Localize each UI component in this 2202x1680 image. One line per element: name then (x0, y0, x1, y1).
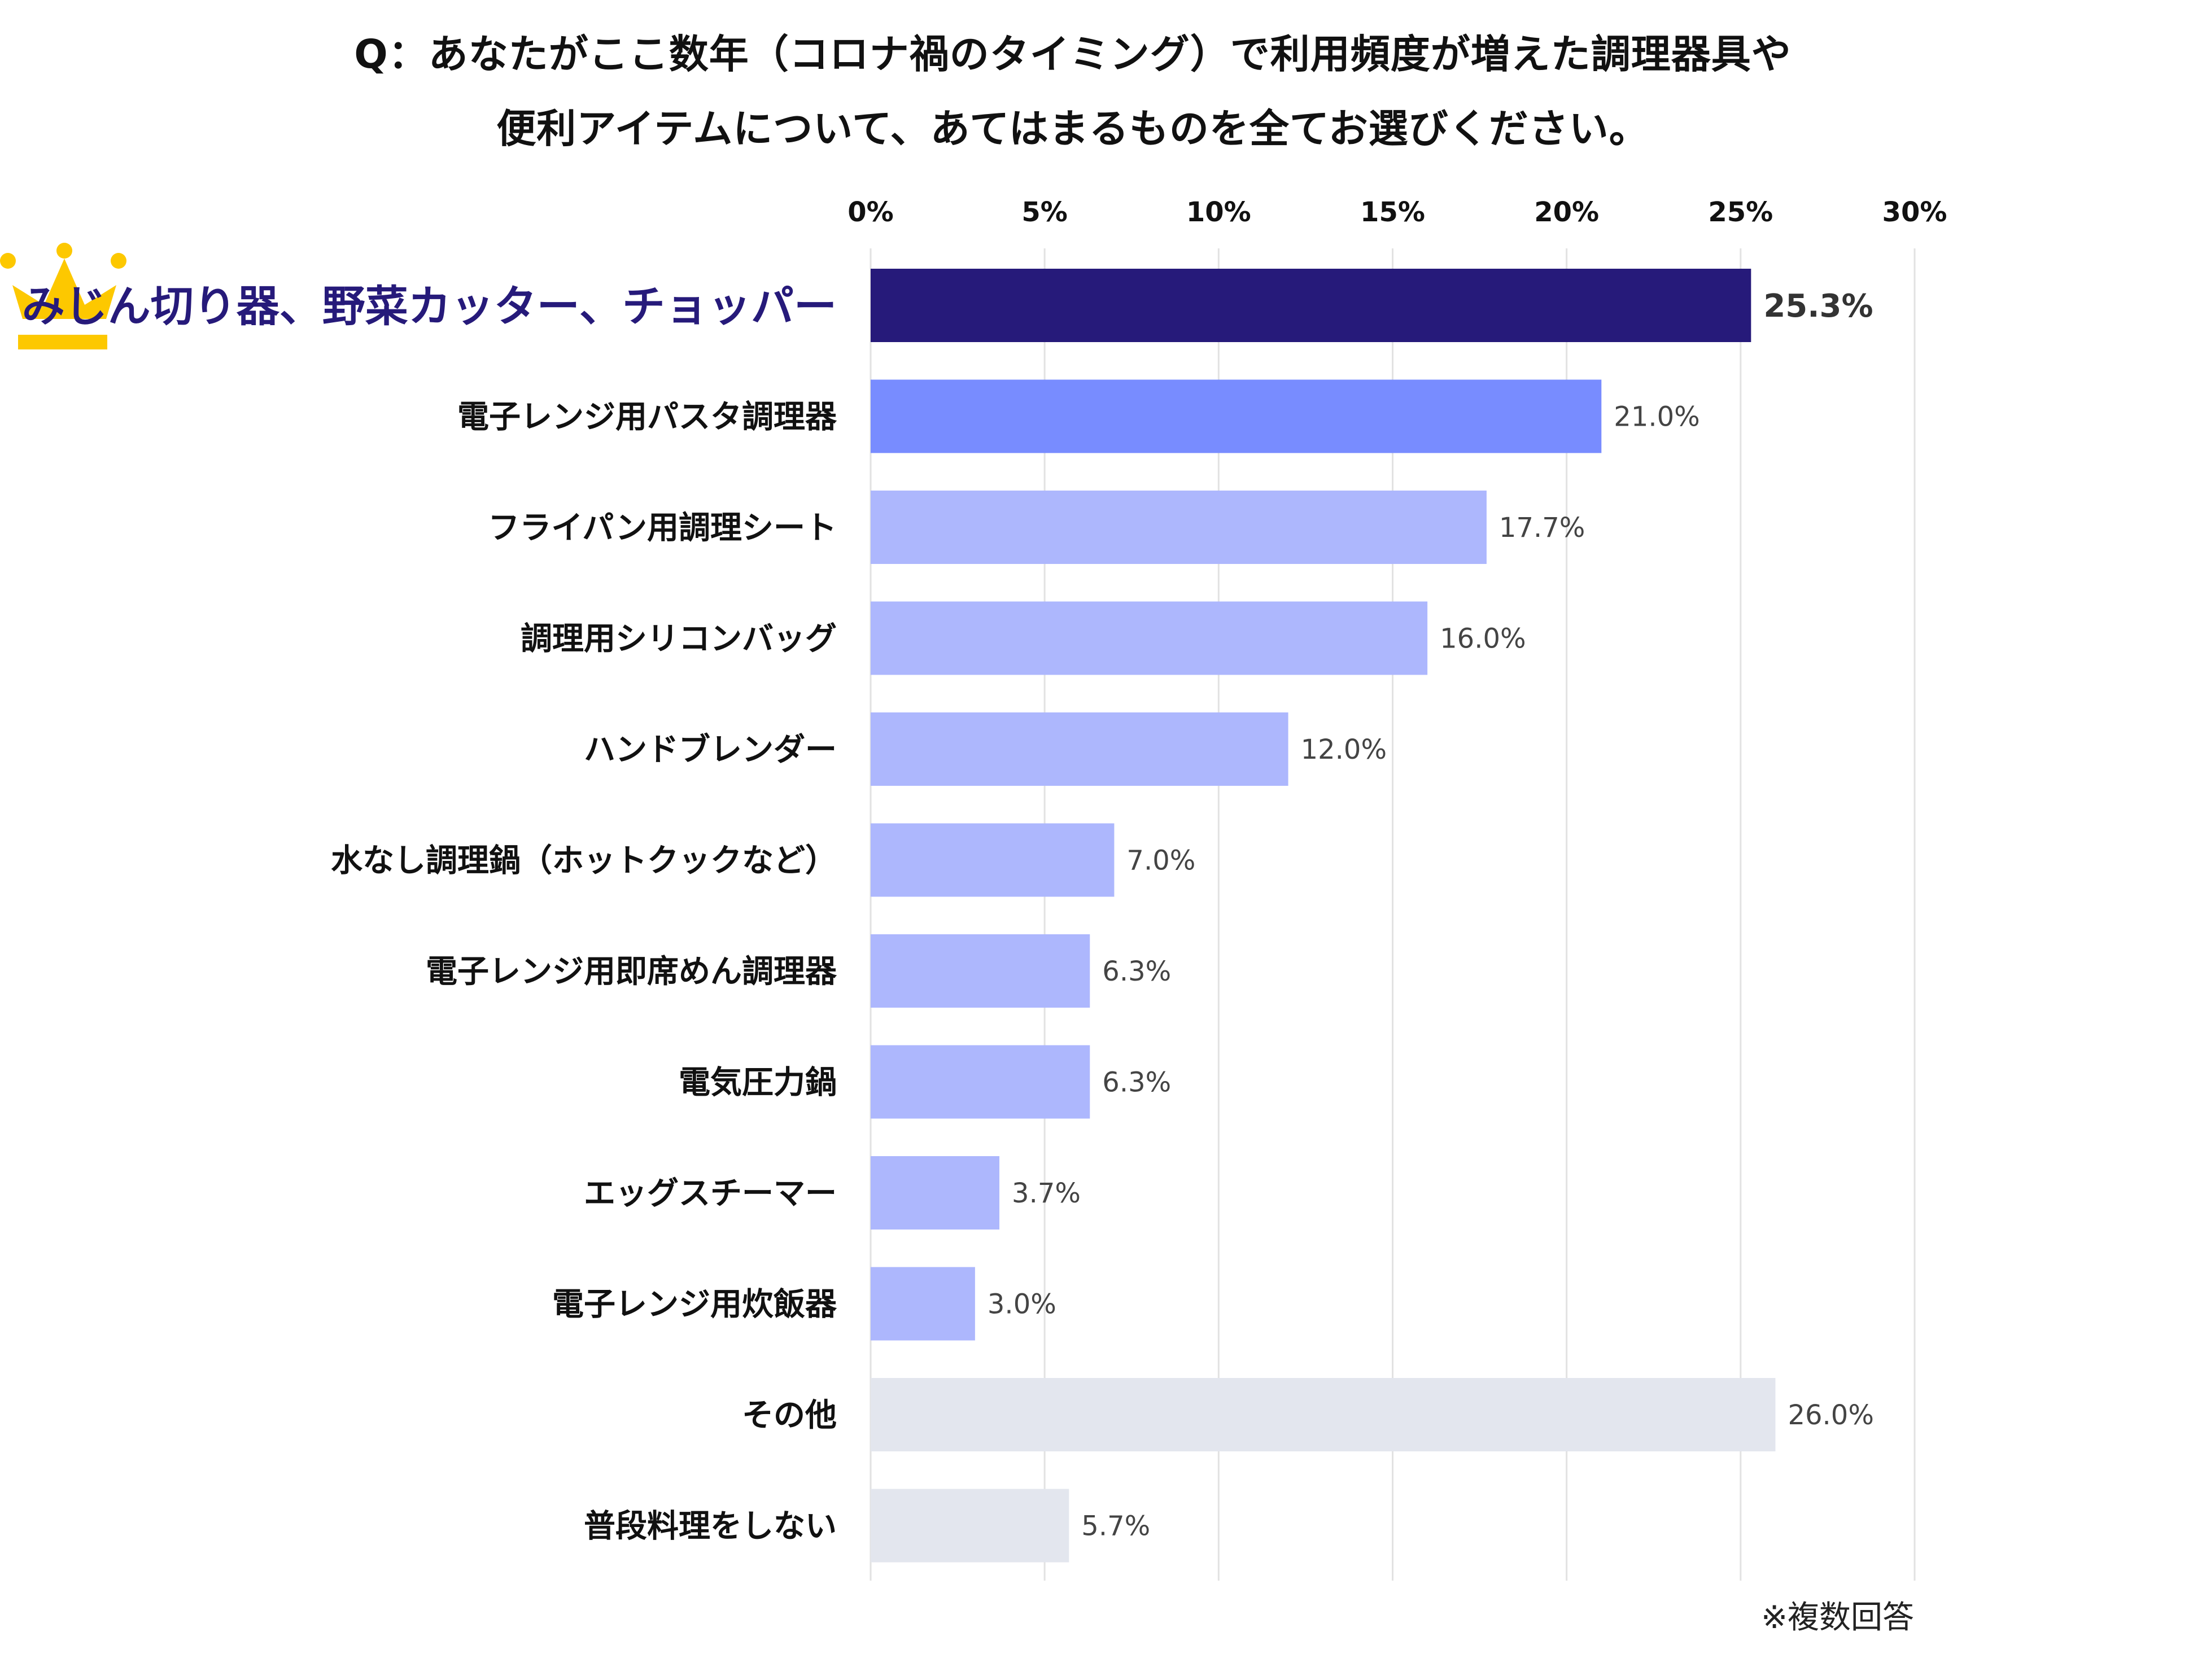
value-label: 3.7% (1012, 1178, 1081, 1209)
gridlines (870, 248, 1916, 1581)
x-tick-label: 30% (1882, 196, 1947, 228)
value-label: 12.0% (1301, 734, 1387, 765)
category-label: 電気圧力鍋 (679, 1065, 837, 1101)
bar (871, 269, 1751, 342)
value-labels: 25.3% 21.0% 17.7% 16.0% 12.0% 7.0% 6.3% 6.3% 3.7… (988, 288, 1874, 1542)
bar (871, 1045, 1090, 1119)
bar (871, 491, 1487, 564)
category-label: 調理用シリコンバッグ (521, 621, 837, 658)
bar (871, 379, 1602, 453)
bar (871, 1267, 975, 1341)
category-label: 電子レンジ用炊飯器 (552, 1287, 837, 1323)
crown-band (18, 335, 107, 349)
x-tick-label: 20% (1534, 196, 1599, 228)
crown-icon (0, 243, 126, 349)
category-labels: みじん切り器、野菜カッター、チョッパー電子レンジ用パスタ調理器フライパン用調理シ… (22, 281, 837, 1545)
value-label: 6.3% (1102, 956, 1171, 987)
value-label: 25.3% (1763, 288, 1873, 325)
bar (871, 1378, 1776, 1451)
category-label: 電子レンジ用即席めん調理器 (426, 953, 837, 990)
value-label: 21.0% (1614, 401, 1699, 433)
crown-body (12, 259, 116, 319)
value-label: 26.0% (1788, 1399, 1873, 1431)
value-label: 17.7% (1499, 512, 1585, 544)
bar (871, 1156, 1000, 1230)
bar (871, 823, 1115, 897)
crown-jewel (0, 253, 16, 269)
x-tick-label: 5% (1021, 196, 1068, 228)
value-label: 7.0% (1126, 845, 1195, 877)
crown-jewel (56, 243, 72, 259)
value-label: 5.7% (1081, 1511, 1150, 1542)
multiple-answer-note: ※複数回答 (1761, 1599, 1914, 1636)
bars (871, 269, 1776, 1563)
chart-title-line-1: Q：あなたがここ数年（コロナ禍のタイミング）で利用頻度が増えた調理器具や (354, 31, 1792, 77)
category-label: ハンドブレンダー (584, 732, 837, 768)
x-tick-label: 15% (1360, 196, 1425, 228)
category-label: 電子レンジ用パスタ調理器 (457, 399, 837, 436)
category-label: その他 (742, 1397, 837, 1434)
bar (871, 934, 1090, 1008)
chart-title-line-2: 便利アイテムについて、あてはまるものを全てお選びください。 (496, 106, 1649, 152)
bar (871, 601, 1428, 675)
bar (871, 712, 1288, 786)
x-tick-label: 25% (1708, 196, 1773, 228)
x-axis-ticks: 0% 5% 10% 15% 20% 25% 30% (847, 196, 1947, 228)
x-tick-label: 10% (1186, 196, 1251, 228)
value-label: 16.0% (1440, 623, 1526, 655)
category-label: 普段料理をしない (584, 1508, 837, 1545)
value-label: 3.0% (988, 1289, 1056, 1320)
category-label: みじん切り器、野菜カッター、チョッパー (22, 281, 837, 331)
x-tick-label: 0% (847, 196, 894, 228)
category-label: 水なし調理鍋（ホットクックなど） (331, 843, 837, 880)
value-label: 6.3% (1102, 1067, 1171, 1099)
category-label: フライパン用調理シート (488, 510, 837, 546)
crown-jewel (111, 253, 126, 269)
category-label: エッグスチーマー (584, 1175, 837, 1212)
bar (871, 1489, 1069, 1563)
